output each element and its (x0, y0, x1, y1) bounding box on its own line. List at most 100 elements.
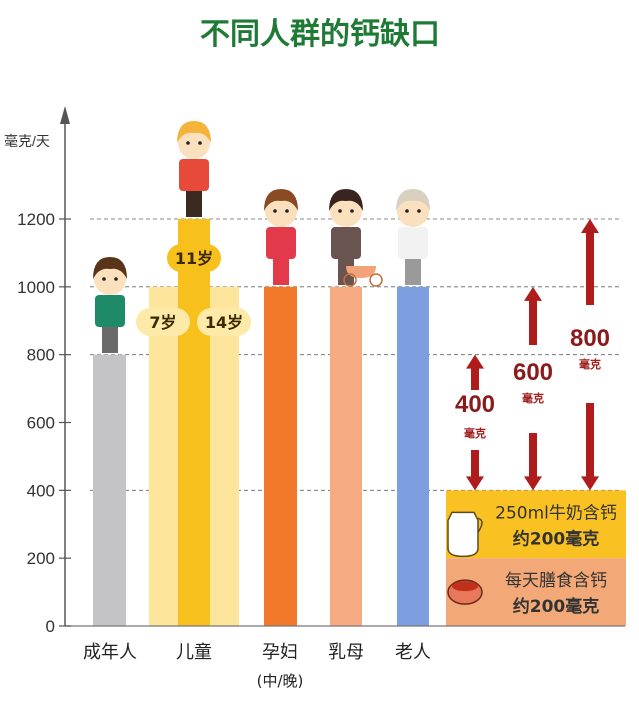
gap-unit: 毫克 (579, 357, 601, 371)
elderly-man-icon (396, 189, 430, 285)
age-label: 14岁 (205, 313, 243, 332)
category-note: (中/晚) (257, 672, 304, 690)
chart-title: 不同人群的钙缺口 (200, 17, 440, 52)
supply-line1: 每天膳食含钙 (505, 571, 607, 591)
category-label: 孕妇 (262, 642, 298, 663)
eye (417, 209, 421, 213)
gap-arrow-down-shaft (471, 450, 479, 479)
tick-label-200: 200 (27, 549, 55, 568)
arrow-down-icon (466, 476, 484, 491)
nursing-mother-icon (329, 189, 363, 285)
tick-label-0: 0 (46, 617, 55, 636)
eye (102, 277, 106, 281)
hair (93, 257, 127, 279)
face (94, 263, 126, 295)
eye (273, 209, 277, 213)
gap-unit: 毫克 (522, 391, 544, 405)
bowl-food (452, 581, 478, 592)
food-bowl-icon (447, 579, 483, 605)
shirt (331, 227, 361, 259)
supply-line2: 约200毫克 (513, 596, 600, 617)
category-label: 乳母 (328, 642, 364, 663)
category-label: 儿童 (176, 642, 212, 663)
hair (329, 189, 363, 211)
supply-line2: 约200毫克 (513, 528, 600, 549)
wheel (343, 273, 357, 287)
legs (102, 325, 118, 353)
eye (114, 277, 118, 281)
shirt (179, 159, 209, 191)
bar-老人 (397, 286, 429, 626)
bar-孕妇 (264, 286, 297, 626)
eye (338, 209, 342, 213)
gap-value: 400 (455, 391, 495, 418)
face (397, 195, 429, 227)
eye (405, 209, 409, 213)
gap-arrow-down-shaft (586, 403, 594, 479)
bar-成年人 (93, 354, 126, 626)
shirt (398, 227, 428, 259)
arrow-up-icon (466, 354, 484, 369)
child-icon (177, 121, 211, 217)
face (265, 195, 297, 227)
tick-label-800: 800 (27, 346, 55, 365)
tick-label-1200: 1200 (17, 210, 55, 229)
wheel (369, 273, 383, 287)
adult-man-icon (93, 257, 127, 353)
gap-arrow-up-shaft (529, 298, 537, 345)
eye (285, 209, 289, 213)
gap-arrow-down-shaft (529, 433, 537, 479)
age-label: 11岁 (175, 249, 213, 268)
people-illustrations (93, 121, 430, 353)
eye (350, 209, 354, 213)
gap-unit: 毫克 (464, 426, 486, 440)
legs (273, 257, 289, 285)
eye (186, 141, 190, 145)
y-axis-label: 毫克/天 (4, 133, 50, 149)
tick-label-1000: 1000 (17, 278, 55, 297)
bars: 7岁 11岁 14岁 (93, 219, 429, 626)
arrow-up-icon (581, 219, 599, 233)
axis-arrow-icon (60, 106, 70, 124)
gap-value: 800 (570, 325, 610, 352)
age-pill-14岁 (197, 308, 251, 336)
milk-jug-icon (447, 511, 483, 558)
hair (177, 121, 211, 143)
category-label: 老人 (395, 642, 431, 663)
arrow-down-icon (524, 476, 542, 491)
bar-乳母 (330, 286, 362, 626)
legs (405, 257, 421, 285)
gap-value: 600 (513, 359, 553, 386)
bar-儿童-7岁 (149, 286, 179, 626)
tick-label-600: 600 (27, 414, 55, 433)
face (178, 127, 210, 159)
shirt (95, 295, 125, 327)
gap-arrow-up-shaft (471, 366, 479, 390)
age-label: 7岁 (149, 313, 176, 332)
face (330, 195, 362, 227)
hair (396, 189, 430, 211)
y-axis: 毫克/天 (4, 106, 625, 627)
gap-arrow-up-shaft (586, 231, 594, 305)
bar-儿童-11岁 (178, 219, 210, 626)
gap-arrows: 400 毫克 600 毫克 800 毫克 (455, 219, 610, 491)
legs (338, 257, 354, 285)
tick-label-400: 400 (27, 481, 55, 500)
bar-儿童-14岁 (210, 286, 239, 626)
shirt (266, 227, 296, 259)
arrow-down-icon (581, 476, 599, 491)
milk-jug-body (447, 511, 479, 558)
arrow-up-icon (524, 286, 542, 301)
category-label: 成年人 (83, 642, 137, 663)
eye (198, 141, 202, 145)
age-pill-7岁 (136, 308, 190, 336)
pregnant-woman-icon (264, 189, 298, 285)
stroller-icon (343, 266, 383, 287)
legs (186, 189, 202, 217)
y-ticks: 0 200 400 600 800 1000 1200 (17, 210, 71, 636)
milk-jug-handle (477, 517, 483, 533)
supply-line1: 250ml牛奶含钙 (495, 503, 617, 523)
hair (264, 189, 298, 211)
